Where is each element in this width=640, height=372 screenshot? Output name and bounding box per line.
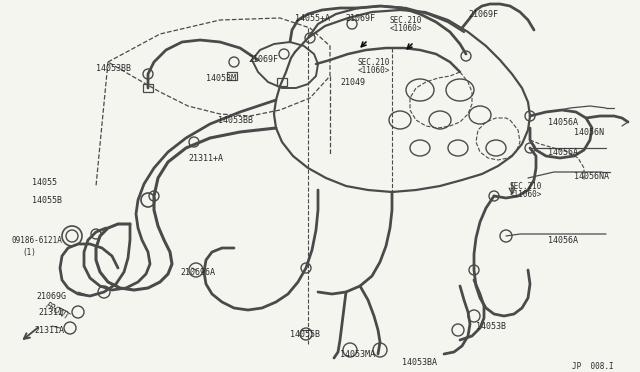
Text: (1): (1) — [22, 248, 36, 257]
Text: 14055B: 14055B — [32, 196, 62, 205]
Text: 14053BA: 14053BA — [402, 358, 437, 367]
Text: SEC.210: SEC.210 — [358, 58, 390, 67]
Bar — [143, 84, 153, 92]
Text: 09186-6121A: 09186-6121A — [12, 236, 63, 245]
Text: 21069F: 21069F — [248, 55, 278, 64]
Text: 14056NA: 14056NA — [574, 172, 609, 181]
Text: <11060>: <11060> — [358, 66, 390, 75]
Bar — [277, 78, 287, 86]
Text: SEC.210: SEC.210 — [510, 182, 542, 191]
Text: 14053BB: 14053BB — [218, 116, 253, 125]
Text: 210696A: 210696A — [180, 268, 215, 277]
Text: 14055: 14055 — [32, 178, 57, 187]
Text: 21069F: 21069F — [468, 10, 498, 19]
Text: 21311+A: 21311+A — [188, 154, 223, 163]
Text: 14053MA: 14053MA — [340, 350, 375, 359]
Text: JP  008.I: JP 008.I — [572, 362, 614, 371]
Text: <11060>: <11060> — [510, 190, 542, 199]
Text: 14053BB: 14053BB — [96, 64, 131, 73]
Bar — [227, 72, 237, 80]
Text: 14053B: 14053B — [476, 322, 506, 331]
Text: 14056A: 14056A — [548, 236, 578, 245]
Text: 14056N: 14056N — [574, 128, 604, 137]
Text: 14055+A: 14055+A — [295, 14, 330, 23]
Text: 14055B: 14055B — [290, 330, 320, 339]
Text: 21311: 21311 — [38, 308, 63, 317]
Text: SEC.210: SEC.210 — [390, 16, 422, 25]
Text: 21049: 21049 — [340, 78, 365, 87]
Text: 21311A: 21311A — [34, 326, 64, 335]
Text: <11060>: <11060> — [390, 24, 422, 33]
Text: 14056A: 14056A — [548, 148, 578, 157]
Text: 21069F: 21069F — [345, 14, 375, 23]
Text: FRONT: FRONT — [44, 301, 71, 322]
Text: 14053M: 14053M — [206, 74, 236, 83]
Text: 21069G: 21069G — [36, 292, 66, 301]
Text: 14056A: 14056A — [548, 118, 578, 127]
